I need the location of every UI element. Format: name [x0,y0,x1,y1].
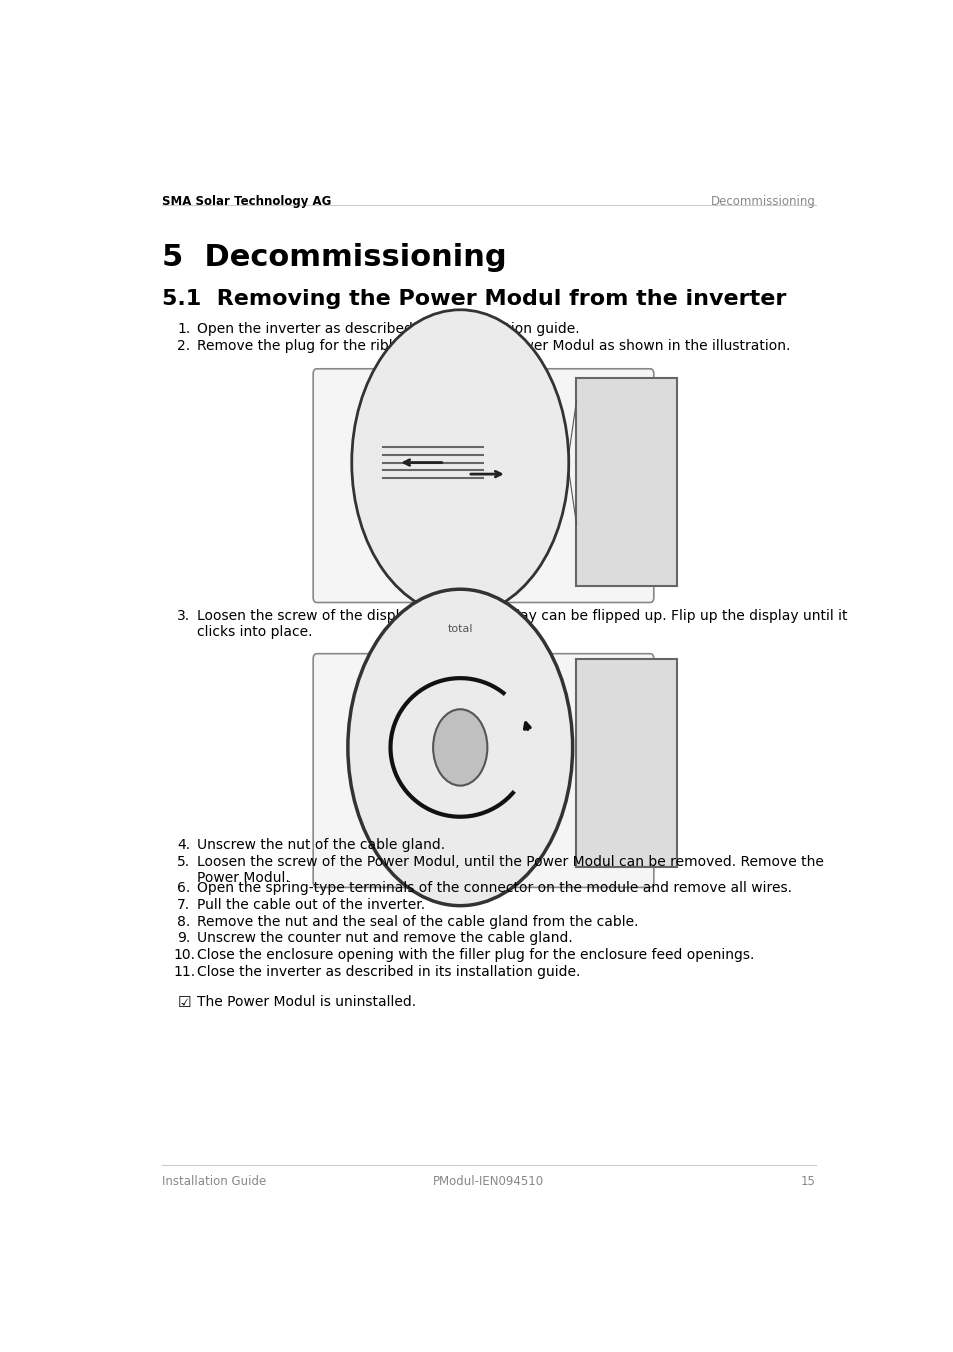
Text: Decommissioning: Decommissioning [710,195,815,208]
Text: 4.: 4. [177,838,191,852]
Text: Loosen the screw of the Power Modul, until the Power Modul can be removed. Remov: Loosen the screw of the Power Modul, unt… [196,856,822,886]
FancyBboxPatch shape [576,658,677,867]
Text: total: total [447,625,473,634]
FancyBboxPatch shape [313,369,653,603]
Text: Open the inverter as described in its installation guide.: Open the inverter as described in its in… [196,322,578,337]
Text: 10.: 10. [173,948,195,963]
Text: Unscrew the counter nut and remove the cable gland.: Unscrew the counter nut and remove the c… [196,932,572,945]
Text: 1.: 1. [177,322,191,337]
Text: Close the enclosure opening with the filler plug for the enclosure feed openings: Close the enclosure opening with the fil… [196,948,753,963]
Text: 5.1  Removing the Power Modul from the inverter: 5.1 Removing the Power Modul from the in… [162,289,785,310]
FancyBboxPatch shape [313,653,653,887]
Text: PModul-IEN094510: PModul-IEN094510 [433,1175,544,1188]
Text: ☑: ☑ [177,995,191,1010]
Text: Remove the plug for the ribbon cable of the Power Modul as shown in the illustra: Remove the plug for the ribbon cable of … [196,339,789,353]
Text: Remove the nut and the seal of the cable gland from the cable.: Remove the nut and the seal of the cable… [196,914,638,929]
Circle shape [352,310,568,615]
Text: 5.: 5. [177,856,191,869]
Text: Installation Guide: Installation Guide [162,1175,266,1188]
Text: 5  Decommissioning: 5 Decommissioning [162,243,506,272]
Text: 15: 15 [801,1175,815,1188]
Text: 3.: 3. [177,608,191,623]
Text: 2.: 2. [177,339,191,353]
Text: 9.: 9. [177,932,191,945]
Text: Unscrew the nut of the cable gland.: Unscrew the nut of the cable gland. [196,838,444,852]
Text: The Power Modul is uninstalled.: The Power Modul is uninstalled. [196,995,416,1010]
Text: Pull the cable out of the inverter.: Pull the cable out of the inverter. [196,898,424,911]
Text: 6.: 6. [177,880,191,895]
FancyBboxPatch shape [576,377,677,585]
Text: 8.: 8. [177,914,191,929]
Text: Open the spring-type terminals of the connector on the module and remove all wir: Open the spring-type terminals of the co… [196,880,791,895]
Text: Loosen the screw of the display, until the display can be flipped up. Flip up th: Loosen the screw of the display, until t… [196,608,846,639]
Text: 7.: 7. [177,898,191,911]
Circle shape [433,710,487,786]
Text: 11.: 11. [173,965,195,979]
Text: SMA Solar Technology AG: SMA Solar Technology AG [162,195,331,208]
Text: Close the inverter as described in its installation guide.: Close the inverter as described in its i… [196,965,579,979]
Circle shape [348,589,572,906]
